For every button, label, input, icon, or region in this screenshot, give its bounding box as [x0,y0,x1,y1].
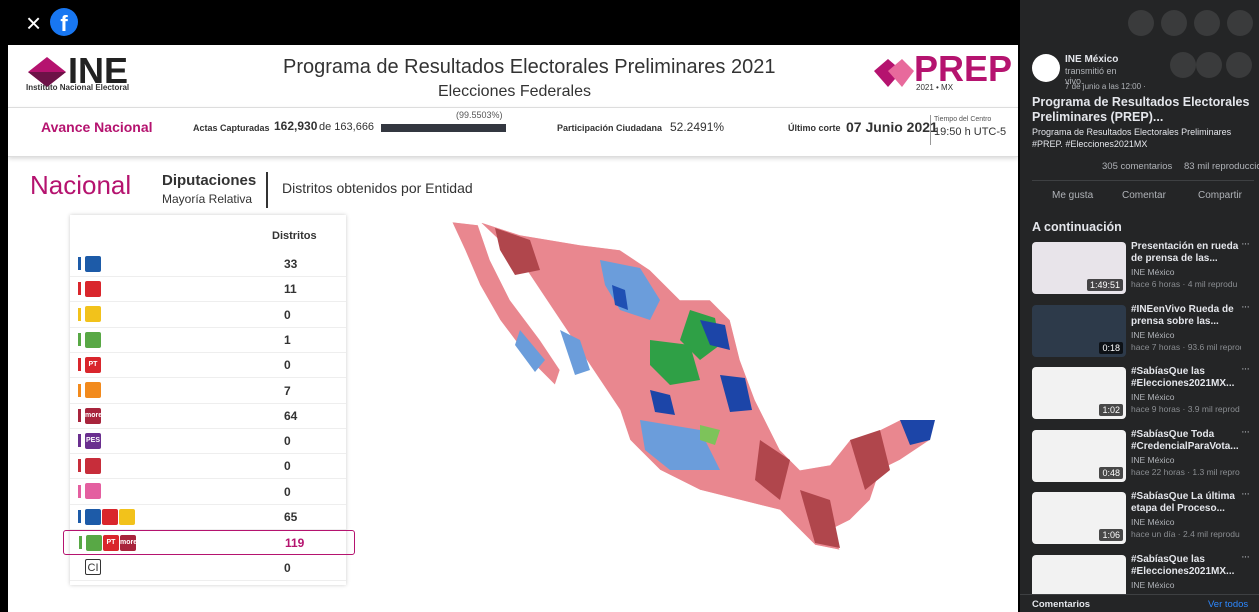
video-options[interactable]: ··· [1241,238,1249,250]
video-options[interactable]: ··· [1241,488,1249,500]
video-thumbnail[interactable]: 1:49:51 [1032,242,1126,294]
see-all[interactable]: Ver todos [1208,599,1248,610]
video-title[interactable]: #SabíasQue La última etapa del Proceso..… [1131,491,1241,515]
video-options[interactable]: ··· [1241,426,1249,438]
video-item[interactable]: 1:49:51 Presentación en rueda de prensa d… [1032,242,1257,300]
separator [1032,180,1254,181]
video-item[interactable]: 0:18 #INEenVivo Rueda de prensa sobre las… [1032,305,1257,363]
save-icon[interactable] [1196,52,1222,78]
video-thumbnail[interactable]: 0:18 [1032,305,1126,357]
video-duration: 0:48 [1099,467,1123,479]
video-meta: hace 6 horas · 4 mil reprodu [1131,279,1241,289]
video-item[interactable]: 1:06 #SabíasQue La última etapa del Proce… [1032,492,1257,550]
share-button[interactable]: Compartir [1198,190,1242,201]
page-name[interactable]: INE México [1065,54,1118,65]
screen: × f INE Instituto Nacional Electoral Pro… [0,0,1259,612]
prep-page: INE Instituto Nacional Electoral Program… [8,45,1018,612]
video-duration: 1:49:51 [1087,279,1123,291]
page-avatar[interactable] [1032,54,1060,82]
video-options[interactable]: ··· [1241,551,1249,563]
video-item[interactable]: 0:48 #SabíasQue Toda #CredencialParaVota.… [1032,430,1257,488]
video-channel[interactable]: INE México [1131,580,1174,590]
video-duration: 1:02 [1099,404,1123,416]
close-button[interactable]: × [26,8,41,39]
like-button[interactable]: Me gusta [1052,190,1093,201]
video-title[interactable]: Presentación en rueda de prensa de las..… [1131,241,1241,265]
menu-icon[interactable] [1128,10,1154,36]
comments-heading: Comentarios [1032,599,1090,610]
video-title[interactable]: #INEenVivo Rueda de prensa sobre las... [1131,304,1241,328]
bell-icon[interactable] [1170,52,1196,78]
video-title[interactable]: #SabíasQue las #Elecciones2021MX... [1131,554,1241,578]
next-heading: A continuación [1032,220,1122,234]
video-thumbnail[interactable]: 1:06 [1032,492,1126,544]
comment-count[interactable]: 305 comentarios [1102,161,1172,172]
video-meta: hace 7 horas · 93.6 mil reprod [1131,342,1241,352]
video-meta: hace un día · 2.4 mil reprodu [1131,529,1241,539]
video-item[interactable]: 1:02 #SabíasQue las #Elecciones2021MX... I… [1032,367,1257,425]
sidebar: INE México transmitió en vivo. 7 de juni… [1020,0,1259,612]
video-options[interactable]: ··· [1241,363,1249,375]
post-text: Programa de Resultados Electorales Preli… [1032,126,1247,150]
video-thumbnail[interactable]: 0:48 [1032,430,1126,482]
video-title[interactable]: #SabíasQue Toda #CredencialParaVota... [1131,429,1241,453]
video-title[interactable]: #SabíasQue las #Elecciones2021MX... [1131,366,1241,390]
map [8,45,1018,612]
post-title: Programa de Resultados Electorales Preli… [1032,95,1254,125]
video-channel[interactable]: INE México [1131,392,1174,402]
video-duration: 0:18 [1099,342,1123,354]
notifications-icon[interactable] [1194,10,1220,36]
video-channel[interactable]: INE México [1131,267,1174,277]
video-options[interactable]: ··· [1241,301,1249,313]
video-thumbnail[interactable]: 1:02 [1032,367,1126,419]
video-duration: 1:06 [1099,529,1123,541]
video-channel[interactable]: INE México [1131,330,1174,340]
view-count: 83 mil reproducciones [1184,161,1259,172]
video-channel[interactable]: INE México [1131,455,1174,465]
video-meta: hace 9 horas · 3.9 mil reprod [1131,404,1241,414]
account-icon[interactable] [1227,10,1253,36]
video-meta: hace 22 horas · 1.3 mil repro [1131,467,1241,477]
messenger-icon[interactable] [1161,10,1187,36]
post-date: 7 de junio a las 12:00 · [1065,82,1146,91]
video-channel[interactable]: INE México [1131,517,1174,527]
comment-button[interactable]: Comentar [1122,190,1166,201]
facebook-logo[interactable]: f [50,8,78,36]
more-icon[interactable] [1226,52,1252,78]
